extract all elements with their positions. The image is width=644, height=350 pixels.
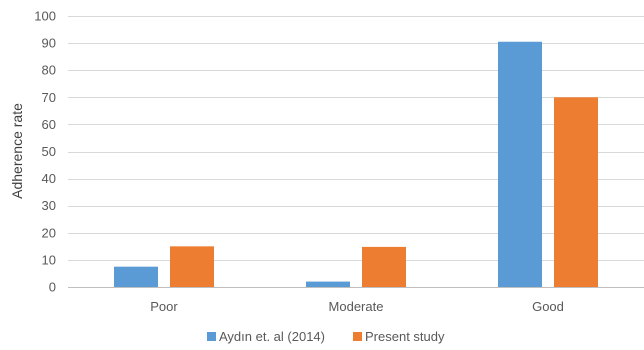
bar-moderate-series-2 [362, 246, 406, 287]
y-tick-label: 40 [42, 171, 56, 186]
legend-label: Aydın et. al (2014) [219, 329, 325, 344]
legend-swatch [207, 332, 216, 341]
bar-poor-series-1 [114, 266, 158, 287]
bar-poor-series-2 [170, 246, 214, 287]
y-tick-label: 90 [42, 36, 56, 51]
bar-moderate-series-1 [306, 281, 350, 287]
y-tick-label: 100 [34, 9, 56, 24]
y-tick-label: 80 [42, 63, 56, 78]
y-tick-label: 60 [42, 117, 56, 132]
y-tick-label: 20 [42, 225, 56, 240]
legend-label: Present study [365, 329, 445, 344]
y-axis-title: Adherence rate [9, 103, 25, 199]
bar-good-series-1 [498, 41, 542, 288]
y-tick-label: 50 [42, 144, 56, 159]
axes: 0 10 20 30 40 50 60 70 80 90 100 Poor Moderate Good [34, 9, 644, 314]
legend-swatch [353, 332, 362, 341]
y-tick-label: 10 [42, 252, 56, 267]
bar-good-series-2 [554, 97, 598, 287]
y-tick-label: 0 [49, 280, 56, 295]
y-tick-label: 70 [42, 90, 56, 105]
gridlines [68, 16, 644, 261]
x-category-label: Good [532, 299, 564, 314]
y-tick-label: 30 [42, 198, 56, 213]
bars [114, 41, 598, 288]
x-category-label: Moderate [329, 299, 384, 314]
x-category-label: Poor [150, 299, 178, 314]
legend: Aydın et. al (2014) Present study [207, 329, 445, 344]
